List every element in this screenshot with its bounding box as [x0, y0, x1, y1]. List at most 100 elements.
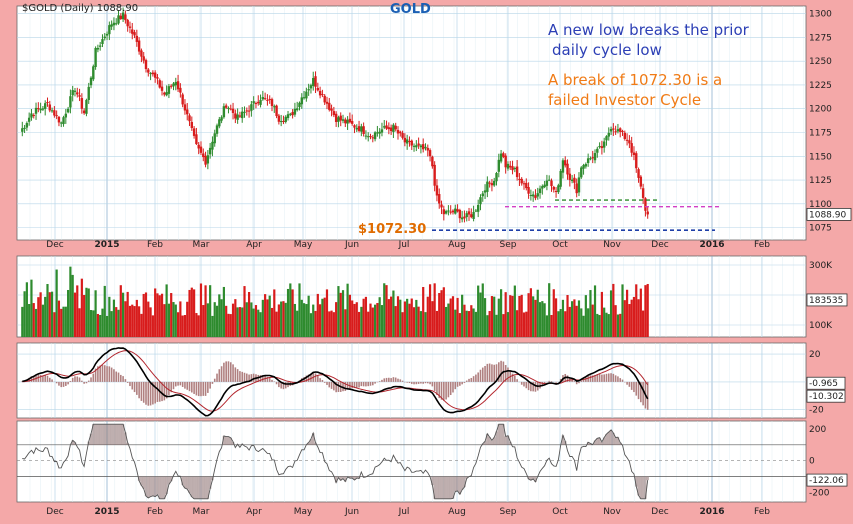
volume-bar: [513, 285, 516, 337]
price-candle: [268, 98, 271, 100]
price-candle: [536, 193, 539, 197]
volume-bar: [364, 296, 368, 337]
price-candle: [548, 179, 551, 181]
price-candle: [60, 122, 63, 124]
price-candle: [124, 14, 127, 21]
price-candle: [557, 185, 560, 193]
volume-bar: [225, 305, 228, 337]
price-candle: [208, 147, 212, 155]
volume-bar: [470, 305, 473, 337]
price-candle: [62, 117, 65, 125]
volume-bar: [426, 296, 429, 337]
volume-bar: [259, 312, 262, 337]
volume-bar: [527, 293, 530, 337]
price-candle: [612, 128, 615, 130]
volume-bar: [497, 298, 500, 337]
volume-bar: [582, 315, 585, 337]
price-candle: [204, 155, 207, 165]
volume-bar: [369, 303, 372, 337]
volume-bar: [339, 292, 342, 337]
price-candle: [541, 186, 544, 189]
price-candle: [490, 183, 494, 186]
volume-bar: [380, 305, 384, 337]
volume-bar: [600, 291, 603, 337]
price-candle: [444, 211, 448, 214]
price-candle: [300, 97, 303, 105]
x-tick-label: Sep: [500, 240, 517, 250]
x-tick-label: Apr: [246, 240, 262, 250]
cci-y-tick-label: -200: [809, 488, 830, 498]
price-candle: [112, 22, 116, 26]
price-candle: [474, 210, 478, 212]
x-tick-label: Dec: [651, 507, 668, 517]
volume-bar: [568, 306, 571, 337]
volume-bar: [149, 307, 152, 337]
price-candle: [279, 121, 283, 123]
volume-bar: [451, 296, 455, 337]
price-candle: [316, 87, 320, 91]
price-candle: [502, 153, 505, 157]
price-candle: [167, 86, 171, 94]
volume-bar: [261, 299, 264, 337]
volume-bar: [140, 313, 143, 337]
volume-bar: [215, 305, 219, 337]
volume-bar: [449, 298, 452, 337]
x-tick-label: Feb: [147, 507, 163, 517]
price-candle: [96, 47, 100, 50]
volume-bar: [561, 299, 565, 337]
price-candle: [534, 195, 537, 199]
price-last-box: [806, 208, 852, 221]
price-candle: [101, 39, 104, 45]
volume-bar: [89, 310, 93, 337]
price-candle: [131, 29, 134, 34]
price-candle: [183, 104, 187, 111]
volume-bar: [378, 297, 381, 337]
volume-bar: [275, 311, 278, 337]
price-candle: [323, 95, 326, 103]
price-candle: [486, 181, 489, 192]
price-y-tick-label: 1100: [809, 200, 832, 210]
price-candle: [85, 99, 88, 114]
cci-y-tick-label: 200: [809, 425, 826, 435]
price-candle: [243, 111, 246, 113]
volume-bar: [280, 301, 283, 337]
volume-bar: [28, 304, 31, 337]
volume-bar: [312, 304, 315, 337]
price-candle: [637, 169, 640, 178]
price-candle: [554, 191, 558, 193]
x-tick-label: Aug: [448, 507, 466, 517]
price-candle: [222, 106, 226, 118]
volume-bar: [481, 283, 484, 337]
low-price-label: $1072.30: [358, 222, 427, 237]
price-candle: [646, 211, 649, 215]
x-tick-label: Jun: [344, 240, 359, 250]
cci-panel: [22, 423, 649, 500]
volume-bar: [64, 306, 67, 337]
price-candle: [181, 94, 184, 105]
volume-bar: [536, 289, 539, 337]
volume-bar: [277, 304, 280, 337]
volume-bar: [337, 286, 340, 337]
volume-bar: [467, 311, 471, 337]
price-candle: [66, 108, 70, 113]
price-candle: [499, 153, 503, 162]
price-candle: [302, 97, 306, 99]
volume-bar: [96, 313, 99, 337]
price-candle: [454, 208, 457, 214]
volume-bar: [307, 295, 310, 337]
volume-bar: [229, 314, 232, 337]
price-candle: [220, 117, 223, 121]
price-candle: [364, 135, 368, 137]
volume-bar: [273, 289, 276, 337]
volume-bar: [598, 315, 601, 337]
price-candle: [224, 105, 228, 108]
price-candle: [616, 129, 620, 132]
price-candle: [153, 72, 157, 78]
price-candle: [309, 85, 313, 89]
price-candle: [417, 143, 420, 146]
price-candle: [451, 210, 455, 213]
price-candle: [82, 110, 86, 114]
price-candle: [27, 117, 31, 122]
price-candle: [172, 83, 175, 87]
x-tick-label: 2016: [699, 507, 724, 517]
